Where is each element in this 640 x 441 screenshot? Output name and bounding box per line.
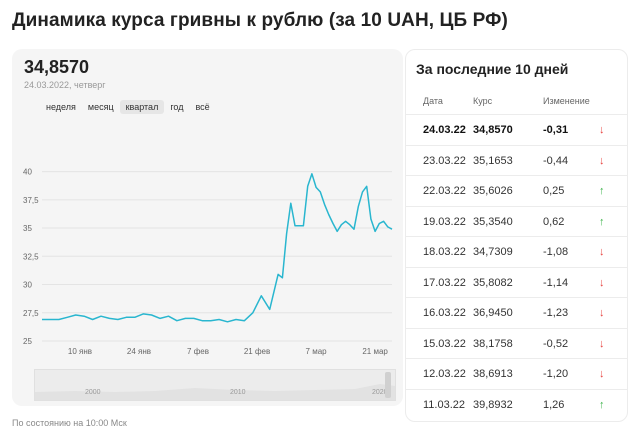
period-week[interactable]: неделя xyxy=(46,102,76,112)
row-date: 19.03.22 xyxy=(423,215,466,228)
row-change: 0,62 xyxy=(543,215,565,228)
x-tick-label: 21 мар xyxy=(362,347,388,356)
table-row: 24.03.22 34,8570 -0,31 ↓ xyxy=(406,114,627,145)
row-rate: 35,3540 xyxy=(473,215,513,228)
row-rate: 36,9450 xyxy=(473,307,513,319)
navigator-area xyxy=(35,384,395,400)
row-date: 16.03.22 xyxy=(423,307,466,319)
navigator-handle[interactable] xyxy=(385,372,391,398)
row-date: 24.03.22 xyxy=(423,124,466,136)
table-row: 18.03.22 34,7309 -1,08 ↓ xyxy=(406,236,627,267)
table-row: 15.03.22 38,1758 -0,52 ↓ xyxy=(406,327,627,359)
table-row: 16.03.22 36,9450 -1,23 ↓ xyxy=(406,297,627,328)
row-change: 1,26 xyxy=(543,398,565,411)
header-date: Дата xyxy=(423,96,443,106)
row-rate: 38,6913 xyxy=(473,368,513,380)
arrow-up-icon: ↑ xyxy=(599,215,605,228)
x-tick-label: 21 фев xyxy=(244,347,270,356)
row-rate: 34,8570 xyxy=(473,124,513,136)
history-table: За последние 10 дней Дата Курс Изменение… xyxy=(405,49,628,422)
arrow-down-icon: ↓ xyxy=(599,246,605,258)
y-tick-label: 27,5 xyxy=(23,309,39,318)
footnote: По состоянию на 10:00 Мск xyxy=(12,418,127,428)
y-tick-label: 25 xyxy=(23,337,32,346)
y-tick-label: 32,5 xyxy=(23,252,39,261)
row-change: -0,31 xyxy=(543,124,569,136)
table-row: 22.03.22 35,6026 0,25 ↑ xyxy=(406,175,627,206)
current-date: 24.03.2022, четверг xyxy=(24,80,106,90)
period-month[interactable]: месяц xyxy=(87,102,114,112)
page-title: Динамика курса гривны к рублю (за 10 UAH… xyxy=(12,10,508,31)
table-row: 19.03.22 35,3540 0,62 ↑ xyxy=(406,205,627,237)
y-tick-label: 37,5 xyxy=(23,196,39,205)
row-change: -1,20 xyxy=(543,368,569,380)
arrow-down-icon: ↓ xyxy=(599,337,605,350)
row-change: -0,44 xyxy=(543,154,569,167)
current-rate: 34,8570 xyxy=(24,57,90,77)
row-date: 12.03.22 xyxy=(423,368,466,380)
period-selector: неделя месяц квартал год всё xyxy=(40,100,216,114)
row-rate: 35,6026 xyxy=(473,185,513,197)
row-change: -1,14 xyxy=(543,276,569,289)
series-line xyxy=(42,173,393,323)
navigator-overview xyxy=(35,384,395,400)
row-change: -1,23 xyxy=(543,307,569,319)
navigator-label-2010: 2010 xyxy=(230,389,246,396)
row-date: 23.03.22 xyxy=(423,154,466,167)
period-year[interactable]: год xyxy=(170,102,184,112)
arrow-down-icon: ↓ xyxy=(599,276,605,289)
x-tick-label: 24 янв xyxy=(127,347,151,356)
header-change: Изменение xyxy=(543,96,590,106)
row-rate: 38,1758 xyxy=(473,337,513,350)
chart-card: 34,8570 24.03.2022, четверг неделя месяц… xyxy=(12,49,403,406)
arrow-down-icon: ↓ xyxy=(599,368,605,380)
row-date: 18.03.22 xyxy=(423,246,466,258)
table-row: 11.03.22 39,8932 1,26 ↑ xyxy=(406,388,627,420)
x-tick-label: 7 фев xyxy=(187,347,209,356)
table-title: За последние 10 дней xyxy=(416,61,569,77)
period-quarter[interactable]: квартал xyxy=(119,100,165,114)
time-navigator[interactable]: 2000 2010 2020 xyxy=(34,369,396,401)
row-date: 11.03.22 xyxy=(423,398,466,411)
row-change: -0,52 xyxy=(543,337,569,350)
row-date: 17.03.22 xyxy=(423,276,466,289)
arrow-up-icon: ↑ xyxy=(599,185,605,197)
navigator-label-2000: 2000 xyxy=(85,389,101,396)
row-date: 22.03.22 xyxy=(423,185,466,197)
row-change: -1,08 xyxy=(543,246,569,258)
row-rate: 34,7309 xyxy=(473,246,513,258)
row-date: 15.03.22 xyxy=(423,337,466,350)
table-rows: 24.03.22 34,8570 -0,31 ↓ 23.03.22 35,1653 -0,4… xyxy=(406,114,627,419)
x-tick-label: 10 янв xyxy=(68,347,92,356)
arrow-down-icon: ↓ xyxy=(599,154,605,167)
arrow-down-icon: ↓ xyxy=(599,307,605,319)
period-all[interactable]: всё xyxy=(195,102,210,112)
row-rate: 35,1653 xyxy=(473,154,513,167)
y-tick-label: 30 xyxy=(23,281,32,290)
navigator-label-2020: 2020 xyxy=(372,389,388,396)
row-rate: 39,8932 xyxy=(473,398,513,411)
header-rate: Курс xyxy=(473,96,493,106)
row-rate: 35,8082 xyxy=(473,276,513,289)
y-tick-label: 40 xyxy=(23,168,32,177)
y-tick-label: 35 xyxy=(23,224,32,233)
table-row: 12.03.22 38,6913 -1,20 ↓ xyxy=(406,358,627,389)
arrow-down-icon: ↓ xyxy=(599,124,605,136)
row-change: 0,25 xyxy=(543,185,565,197)
table-row: 17.03.22 35,8082 -1,14 ↓ xyxy=(406,266,627,298)
arrow-up-icon: ↑ xyxy=(599,398,605,411)
x-tick-label: 7 мар xyxy=(306,347,328,356)
rate-line-chart[interactable]: 40 37,5 35 32,5 30 27,5 25 10 янв 24 янв 7 фев 21 … xyxy=(12,49,403,369)
table-row: 23.03.22 35,1653 -0,44 ↓ xyxy=(406,144,627,176)
